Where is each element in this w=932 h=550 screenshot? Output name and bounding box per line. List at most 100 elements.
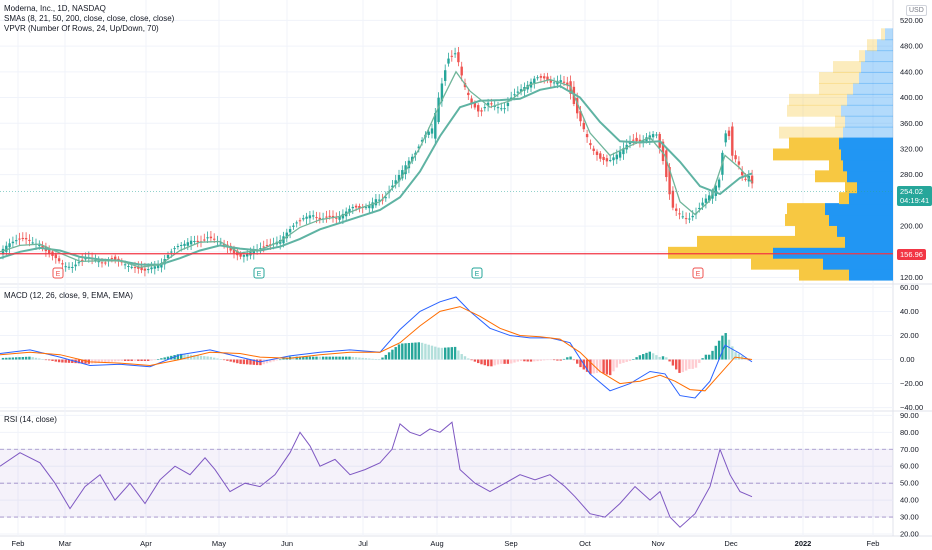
candle-body — [137, 266, 140, 269]
candle-body — [592, 148, 595, 152]
macd-histogram-bar — [239, 359, 242, 364]
macd-histogram-bar — [94, 359, 97, 364]
macd-histogram-bar — [219, 359, 222, 360]
y-tick-label: 60.00 — [900, 462, 919, 471]
candle-body — [655, 134, 658, 136]
macd-histogram-bar — [44, 359, 48, 361]
y-tick-label: 0.00 — [900, 355, 915, 364]
macd-histogram-bar — [133, 359, 137, 361]
macd-histogram-bar — [727, 339, 731, 360]
candle-body — [1, 248, 5, 255]
earnings-marker[interactable] — [253, 267, 265, 279]
candle-body — [31, 242, 34, 244]
vp-down-bar — [773, 148, 841, 161]
candle-body — [391, 185, 394, 188]
y-tick-label: 120.00 — [900, 273, 923, 282]
x-tick-label: Mar — [59, 539, 72, 548]
earnings-marker[interactable] — [471, 267, 483, 279]
candle-body — [420, 139, 424, 142]
candle-body — [483, 107, 486, 109]
macd-histogram-bar — [61, 359, 64, 363]
candle-body — [24, 237, 28, 240]
vp-down-bar — [829, 159, 843, 172]
macd-histogram-bar — [401, 343, 404, 360]
candle-body — [559, 80, 562, 83]
candle-body — [127, 266, 130, 268]
vp-down-bar — [833, 61, 861, 73]
macd-histogram-bar — [206, 356, 209, 360]
vp-up-bar — [843, 126, 893, 139]
macd-histogram-bar — [632, 359, 635, 360]
vp-down-bar — [839, 192, 849, 205]
vpvr-indicator-label[interactable]: VPVR (Number Of Rows, 24, Up/Down, 70) — [4, 24, 159, 33]
candle-body — [348, 208, 351, 213]
candle-body — [470, 98, 473, 104]
macd-histogram-bar — [110, 359, 114, 362]
macd-histogram-bar — [67, 359, 71, 363]
candle-body — [335, 217, 338, 219]
earnings-marker[interactable] — [52, 267, 64, 279]
candle-body — [11, 241, 15, 244]
macd-histogram-bar — [493, 359, 496, 366]
x-tick-label: Oct — [579, 539, 592, 548]
candle-body — [262, 246, 265, 248]
vp-up-bar — [847, 170, 893, 183]
x-tick-label: Nov — [651, 539, 665, 548]
candle-body — [599, 153, 602, 159]
earnings-marker[interactable] — [692, 267, 704, 279]
x-tick-label: Jul — [358, 539, 368, 548]
candle-body — [114, 256, 117, 260]
macd-histogram-bar — [143, 359, 147, 361]
macd-histogram-bar — [199, 355, 203, 360]
macd-histogram-bar — [483, 359, 486, 366]
candle-body — [173, 248, 176, 250]
candle-body — [259, 248, 262, 250]
candle-body — [48, 248, 51, 254]
vp-up-bar — [885, 28, 893, 41]
candle-body — [651, 134, 655, 138]
price-legend: Moderna, Inc., 1D, NASDAQ SMAs (8, 21, 5… — [4, 4, 174, 34]
currency-badge[interactable]: USD — [906, 5, 927, 16]
x-tick-label: Aug — [430, 539, 443, 548]
macd-histogram-bar — [513, 359, 516, 363]
vp-down-bar — [787, 104, 841, 117]
macd-histogram-bar — [506, 359, 510, 364]
candle-body — [681, 216, 684, 218]
candle-body — [417, 146, 420, 149]
macd-indicator-label[interactable]: MACD (12, 26, close, 9, EMA, EMA) — [4, 291, 133, 300]
candle-body — [612, 157, 615, 161]
candle-body — [315, 217, 318, 219]
candle-body — [605, 158, 609, 162]
vp-down-bar — [697, 235, 845, 248]
macd-histogram-bar — [315, 356, 318, 360]
macd-histogram-bar — [394, 347, 397, 360]
candle-body — [536, 77, 539, 79]
macd-histogram-bar — [523, 359, 526, 362]
macd-histogram-bar — [434, 346, 437, 360]
macd-histogram-bar — [232, 359, 236, 363]
macd-histogram-bar — [678, 359, 681, 373]
vp-up-bar — [829, 214, 893, 226]
candle-body — [467, 92, 470, 96]
x-tick-label: Feb — [867, 539, 880, 548]
macd-histogram-bar — [209, 356, 213, 360]
macd-histogram-bar — [536, 359, 539, 362]
y-tick-label: 40.00 — [900, 496, 919, 505]
macd-histogram-bar — [269, 359, 272, 363]
candle-body — [589, 143, 592, 146]
sma-indicator-label[interactable]: SMAs (8, 21, 50, 200, close, close, clos… — [4, 14, 175, 23]
rsi-indicator-label[interactable]: RSI (14, close) — [4, 415, 57, 424]
candle-body — [490, 103, 493, 105]
candle-body — [671, 190, 675, 208]
macd-histogram-bar — [688, 359, 691, 369]
macd-histogram-bar — [585, 359, 589, 372]
vp-down-bar — [789, 93, 847, 106]
candle-body — [632, 139, 635, 141]
vp-down-bar — [815, 170, 847, 183]
macd-histogram-bar — [486, 359, 490, 367]
macd-histogram-bar — [186, 354, 189, 360]
macd-histogram-bar — [5, 357, 8, 360]
macd-histogram-bar — [467, 358, 470, 360]
candle-body — [298, 220, 302, 222]
